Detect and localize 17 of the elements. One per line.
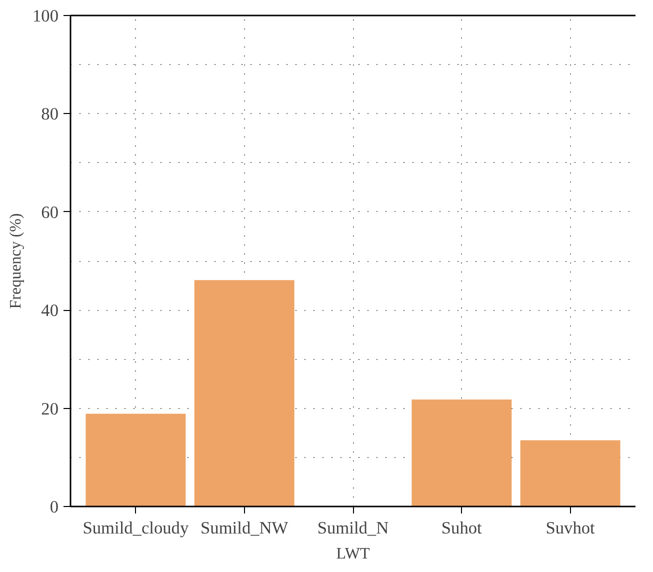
bar <box>86 414 186 506</box>
y-tick-label: 60 <box>41 202 58 222</box>
bar <box>412 399 512 506</box>
x-tick-label: Suhot <box>441 518 482 538</box>
x-tick-label: Sumild_cloudy <box>82 518 189 538</box>
x-tick-label: Suvhot <box>546 518 596 538</box>
x-tick-label: Sumild_NW <box>200 518 289 538</box>
x-tick-label: Sumild_N <box>317 518 390 538</box>
x-axis-title: LWT <box>336 546 370 562</box>
y-tick-label: 40 <box>41 301 58 320</box>
bar <box>194 280 294 506</box>
y-axis-title: Frequency (%) <box>8 213 25 309</box>
y-tick-label: 0 <box>50 498 59 516</box>
y-tick-label: 100 <box>32 6 59 26</box>
y-tick-label: 20 <box>41 399 58 418</box>
y-tick-label: 80 <box>41 104 58 124</box>
bar <box>520 440 620 506</box>
